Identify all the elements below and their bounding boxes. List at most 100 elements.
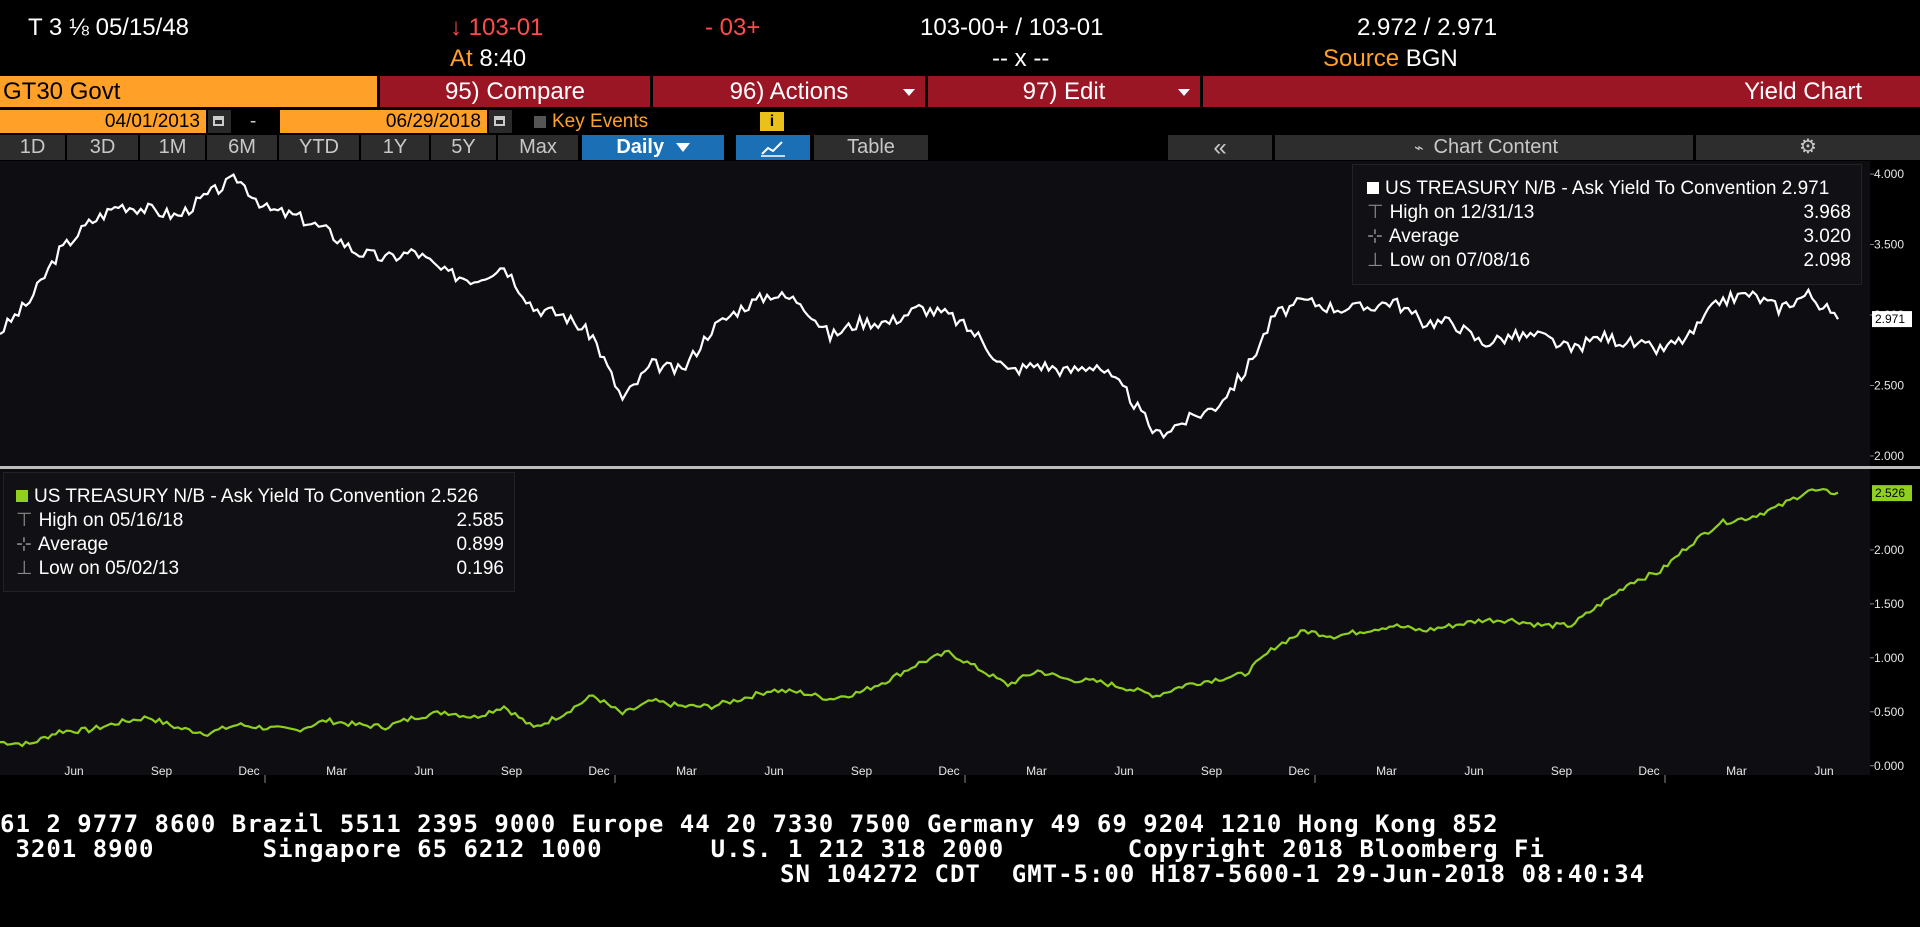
time-value: 8:40 — [479, 45, 527, 72]
x-tick-label: Sep — [1551, 764, 1573, 778]
chevron-down-icon — [675, 143, 690, 153]
last-price: ↓ 103-01 — [450, 14, 544, 41]
legend-top-title: US TREASURY N/B - Ask Yield To Conventio… — [1367, 177, 1829, 201]
y-tick-label: 1.500 — [1874, 597, 1904, 611]
page-title: Yield Chart — [1203, 76, 1920, 107]
x-axis: Jun Sep Dec Mar Jun Sep Dec Mar Jun Sep Dec Mar Jun S… — [64, 764, 1834, 783]
legend-low: ⊥ Low on 05/02/13 — [16, 558, 180, 579]
line-chart-button[interactable] — [736, 135, 810, 160]
frequency-dropdown[interactable]: Daily — [582, 135, 724, 160]
tf-ytd[interactable]: YTD — [279, 135, 359, 160]
legend-bottom-title: US TREASURY N/B - Ask Yield To Conventio… — [16, 485, 478, 509]
legend-high-label: High on 12/31/13 — [1389, 202, 1535, 223]
calendar-icon[interactable] — [208, 110, 231, 133]
legend-title: US TREASURY N/B - Ask Yield To Conventio… — [34, 486, 479, 507]
collapse-button[interactable]: « — [1168, 135, 1272, 160]
y-tick-label: 0.500 — [1874, 705, 1904, 719]
legend-top: US TREASURY N/B - Ask Yield To Conventio… — [1352, 164, 1862, 285]
y-tick-label: 2.000 — [1874, 543, 1904, 557]
x-tick-label: Mar — [1026, 764, 1047, 778]
x-tick-label: Mar — [326, 764, 347, 778]
calendar-icon[interactable] — [489, 110, 512, 133]
source: Source BGN — [1323, 45, 1458, 73]
tf-5y[interactable]: 5Y — [431, 135, 496, 160]
info-icon[interactable]: i — [760, 112, 784, 131]
last-value-badge — [1872, 485, 1912, 502]
x-tick-label: Jun — [1114, 764, 1133, 778]
source-label: Source — [1323, 45, 1400, 72]
series-swatch — [1367, 182, 1379, 194]
legend-low: ⊥ Low on 07/08/16 — [1367, 250, 1531, 271]
line-chart-icon — [761, 141, 785, 157]
legend-high-label: High on 05/16/18 — [38, 510, 184, 531]
edit-menu[interactable]: 97) Edit — [928, 76, 1200, 107]
footer-line-2: 3201 8900 Singapore 65 6212 1000 U.S. 1 … — [0, 835, 1545, 863]
security-name: T 3 ⅛ 05/15/48 — [28, 14, 190, 41]
x-tick-label: Mar — [1726, 764, 1747, 778]
source-value: BGN — [1405, 45, 1458, 72]
legend-bottom: US TREASURY N/B - Ask Yield To Conventio… — [3, 472, 515, 592]
tf-max[interactable]: Max — [498, 135, 578, 160]
key-events-checkbox[interactable] — [534, 116, 546, 128]
x-tick-label: Mar — [1376, 764, 1397, 778]
footer-line-1: 61 2 9777 8600 Brazil 5511 2395 9000 Eur… — [0, 810, 1499, 838]
series-swatch — [16, 490, 28, 502]
actions-menu[interactable]: 96) Actions — [653, 76, 925, 107]
settings-button[interactable]: ⚙ — [1696, 135, 1920, 160]
ask-price: 103-01 — [1028, 14, 1104, 41]
legend-avg: ⊹ Average — [16, 534, 109, 555]
y-tick-label: 3.500 — [1874, 238, 1904, 252]
chart-content-icon: ⌁ — [1414, 140, 1424, 157]
legend-low-label: Low on 07/08/16 — [1389, 250, 1531, 271]
x-tick-label: Dec — [938, 764, 959, 778]
y-tick-label: 1.000 — [1874, 651, 1904, 665]
y-tick-label: 4.000 — [1874, 167, 1904, 181]
series-line — [0, 487, 1839, 748]
chart-content-button[interactable]: ⌁ Chart Content — [1275, 135, 1693, 160]
tf-6m[interactable]: 6M — [207, 135, 277, 160]
gear-icon: ⚙ — [1799, 136, 1817, 158]
legend-title: US TREASURY N/B - Ask Yield To Conventio… — [1385, 178, 1830, 199]
chevron-down-icon — [1178, 89, 1190, 96]
y-tick-label: 2.500 — [1874, 378, 1904, 392]
tf-1d[interactable]: 1D — [0, 135, 65, 160]
legend-high: ⊤ High on 05/16/18 — [16, 510, 184, 531]
series-line — [0, 173, 1839, 440]
x-tick-label: Jun — [1464, 764, 1483, 778]
x-tick-label: Jun — [764, 764, 783, 778]
edit-label: 97) Edit — [1022, 78, 1106, 105]
yield-ask: 2.971 — [1437, 14, 1498, 41]
bid-ask: 103-00+ / 103-01 — [920, 14, 1104, 41]
legend-low-value: 0.196 — [456, 558, 504, 579]
time-stamp: At 8:40 — [450, 45, 526, 73]
tf-3d[interactable]: 3D — [67, 135, 138, 160]
ticker-field[interactable]: GT30 Govt — [0, 76, 377, 107]
price-change: - 03+ — [705, 14, 761, 41]
key-events-label: Key Events — [552, 111, 649, 132]
date-separator: - — [250, 111, 257, 132]
start-date-input[interactable]: 04/01/2013 — [0, 110, 206, 133]
bid-price: 103-00+ — [920, 14, 1009, 41]
yield-bid: 2.972 — [1357, 14, 1418, 41]
legend-low-label: Low on 05/02/13 — [38, 558, 180, 579]
x-tick-label: Dec — [238, 764, 259, 778]
x-tick-label: Sep — [151, 764, 173, 778]
compare-button[interactable]: 95) Compare — [380, 76, 650, 107]
legend-high: ⊤ High on 12/31/13 — [1367, 202, 1535, 223]
end-date-input[interactable]: 06/29/2018 — [280, 110, 487, 133]
y-tick-label: 0.000 — [1874, 759, 1904, 773]
bottom-chart: 0.000 0.500 1.000 1.500 2.000 2.526 — [0, 485, 1912, 773]
x-tick-label: Jun — [64, 764, 83, 778]
legend-low-value: 2.098 — [1803, 250, 1851, 271]
actions-label: 96) Actions — [729, 78, 849, 105]
legend-high-value: 3.968 — [1803, 202, 1851, 223]
tf-1m[interactable]: 1M — [140, 135, 205, 160]
table-button[interactable]: Table — [814, 135, 928, 160]
x-tick-label: Jun — [1814, 764, 1833, 778]
last-price-value: 103-01 — [468, 14, 544, 41]
size-display: -- x -- — [992, 45, 1050, 72]
tf-1y[interactable]: 1Y — [361, 135, 429, 160]
chevron-down-icon — [903, 89, 915, 96]
x-tick-label: Dec — [588, 764, 609, 778]
